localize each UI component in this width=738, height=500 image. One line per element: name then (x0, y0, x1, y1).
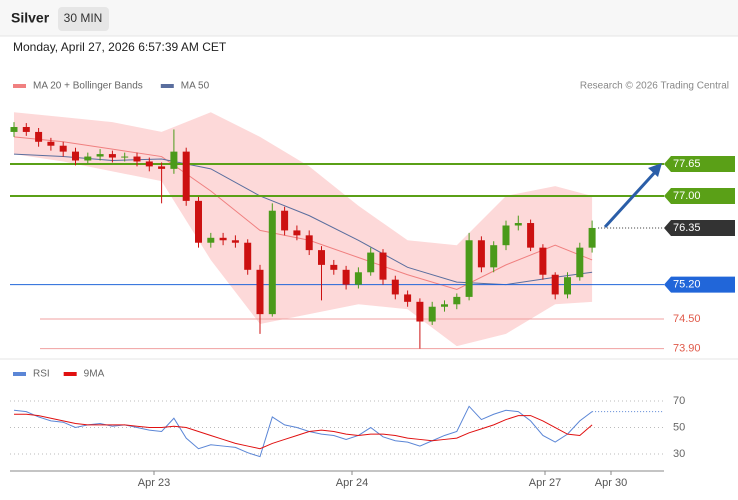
x-tick-label: Apr 30 (595, 477, 627, 489)
candle-body (354, 272, 362, 285)
candle-body (342, 269, 350, 285)
candle-body (256, 269, 264, 315)
legend-swatch (13, 372, 26, 376)
legend-swatch (13, 84, 26, 88)
y-tick-label: 70 (673, 395, 685, 407)
level-label: 74.50 (673, 313, 701, 325)
x-tick-label: Apr 23 (138, 477, 170, 489)
legend-swatch (160, 84, 174, 88)
level-badge (664, 155, 735, 172)
candle-body (416, 301, 424, 322)
candle-body (379, 252, 387, 280)
candle-body (465, 240, 473, 297)
x-tick-label: Apr 24 (336, 477, 368, 489)
candle-body (293, 230, 301, 236)
candle-body (564, 277, 571, 295)
arrow-head (648, 163, 662, 177)
candle-body (490, 245, 498, 268)
candle-body (330, 264, 338, 270)
candle-body (318, 250, 325, 265)
level-badge (664, 276, 735, 293)
candle-body (121, 156, 129, 158)
forecast-arrow (603, 168, 659, 229)
legend-swatch (63, 372, 77, 376)
candle-body (35, 131, 43, 142)
candle-body (268, 210, 276, 315)
candle-body (477, 240, 485, 268)
rsi-line (13, 405, 593, 458)
candle-body (588, 227, 596, 248)
credit: Research © 2026 Trading Central (580, 81, 729, 92)
candle-body (404, 294, 412, 302)
candle-body (502, 225, 510, 246)
candle-body (514, 223, 522, 226)
candle-body (182, 151, 190, 201)
level-badge (664, 187, 735, 204)
candle-body (391, 279, 399, 295)
candle-body (244, 242, 252, 270)
candle-body (576, 247, 584, 278)
candle-body (195, 200, 202, 243)
interval-box[interactable] (58, 7, 109, 31)
candle-body (145, 161, 153, 167)
current-badge (664, 219, 735, 236)
timestamp: Monday, April 27, 2026 6:57:39 AM CET (13, 40, 227, 54)
candle-body (551, 274, 559, 295)
bollinger-band (14, 112, 593, 347)
legend-label: 9MA (84, 369, 105, 380)
candle-body (96, 154, 104, 157)
candle-body (170, 151, 178, 169)
candle-body (281, 210, 289, 231)
level-label: 77.00 (673, 190, 701, 202)
candle-body (305, 235, 313, 251)
candle-body (84, 156, 92, 161)
candle-body (527, 223, 535, 248)
candle-body (108, 154, 116, 158)
top-bar (0, 0, 738, 36)
candle-body (219, 237, 227, 241)
x-tick-label: Apr 27 (529, 477, 561, 489)
rsi-line (14, 413, 593, 450)
candle-body (47, 141, 55, 146)
y-tick-label: 50 (673, 421, 685, 433)
candle-body (207, 237, 215, 243)
candle-body (10, 127, 18, 132)
candle-body (72, 151, 79, 161)
candle-body (231, 240, 239, 243)
level-label: 75.20 (673, 278, 701, 290)
legend-label: RSI (33, 369, 50, 380)
candle-body (158, 166, 166, 169)
y-tick-label: 30 (673, 448, 685, 460)
candle-body (133, 156, 141, 162)
current-label: 76.35 (673, 222, 701, 234)
candle-body (367, 252, 375, 273)
level-label: 77.65 (673, 158, 701, 170)
candle-body (453, 296, 461, 305)
candle-body (59, 145, 67, 152)
candle-body (441, 304, 448, 307)
candle-body (22, 127, 30, 132)
candle-body (539, 247, 547, 275)
legend-label: MA 20 + Bollinger Bands (33, 81, 143, 92)
candle-body (428, 306, 436, 322)
level-label: 73.90 (673, 343, 701, 355)
interval[interactable]: 30 MIN (64, 11, 103, 25)
instrument: Silver (11, 10, 50, 26)
legend-label: MA 50 (181, 81, 210, 92)
